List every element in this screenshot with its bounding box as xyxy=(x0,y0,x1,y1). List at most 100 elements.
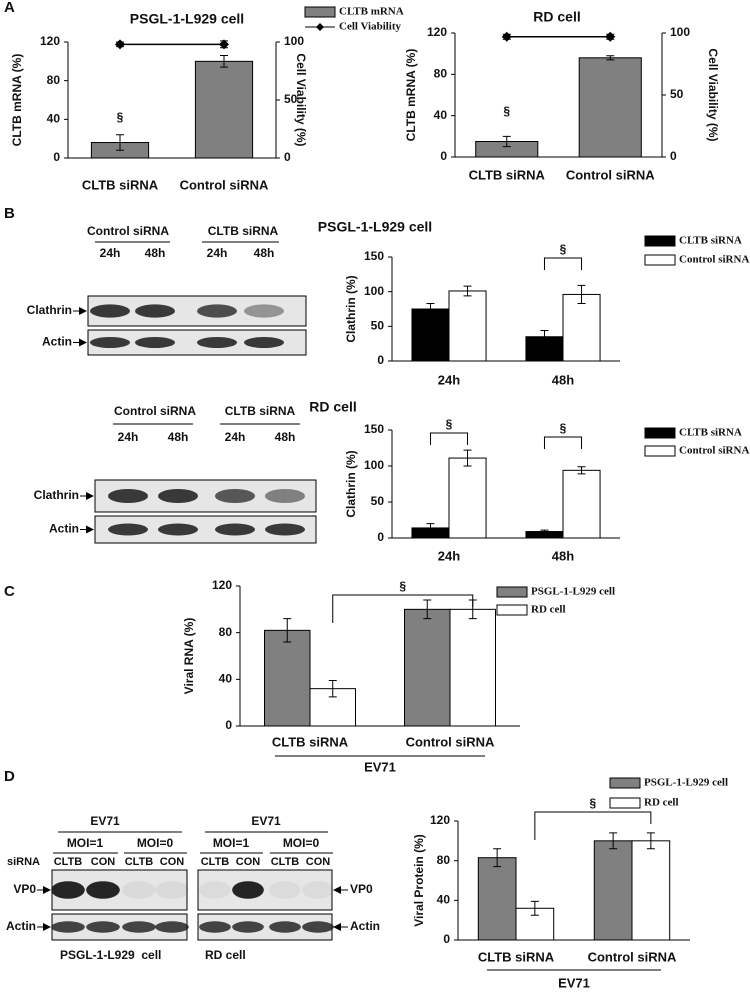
y2-tick-label: 100 xyxy=(670,25,690,39)
y-tick-label: 120 xyxy=(427,25,447,39)
blot-band xyxy=(155,881,189,899)
bar xyxy=(411,308,450,362)
y-axis-label: CLTB mRNA (%) xyxy=(404,49,418,142)
blot-band xyxy=(215,488,255,504)
y2-axis-label: Cell Viability (%) xyxy=(706,48,720,141)
significance-bracket xyxy=(429,432,469,445)
y-tick-label: 120 xyxy=(212,578,232,592)
legend-swatch xyxy=(644,427,676,439)
blot-lane-label: 24h xyxy=(100,246,121,260)
blot-band xyxy=(90,304,130,318)
y-tick-label: 80 xyxy=(434,67,448,81)
bar xyxy=(449,608,496,727)
error-bar xyxy=(463,449,472,467)
blot-row-label: Actin xyxy=(6,919,36,933)
blot-row-label: VP0 xyxy=(350,882,373,896)
blot-band xyxy=(265,523,305,536)
blot-band xyxy=(108,523,148,536)
bar xyxy=(562,293,601,362)
legend-label: CLTB mRNA xyxy=(339,6,404,18)
panel-label: A xyxy=(4,0,15,16)
legend-label: CLTB siRNA xyxy=(679,235,742,247)
blot-band xyxy=(90,337,130,348)
blot-lane-label: CON xyxy=(160,856,185,868)
error-bar xyxy=(493,848,502,868)
y-tick-label: 0 xyxy=(377,530,384,544)
x-axis-label: EV71 xyxy=(558,975,590,990)
y-tick-label: 0 xyxy=(443,932,450,946)
x-tick-label: CLTB siRNA xyxy=(82,177,159,192)
bar xyxy=(404,608,451,727)
line-marker xyxy=(605,31,616,42)
blot-row-label: Actin xyxy=(49,522,79,536)
y-axis-label: Viral RNA (%) xyxy=(182,618,196,695)
blot-band xyxy=(215,523,255,536)
bar xyxy=(631,840,671,941)
y-tick-label: 0 xyxy=(440,149,447,163)
error-bar xyxy=(328,680,337,698)
x-tick-label: 24h xyxy=(438,372,460,387)
blot-lane-label: 48h xyxy=(254,246,275,260)
y-tick-label: 80 xyxy=(437,853,451,867)
blot-band xyxy=(244,304,284,318)
blot-group-label: CLTB siRNA xyxy=(225,404,296,418)
x-tick-label: 24h xyxy=(438,548,460,563)
x-tick-label: CLTB siRNA xyxy=(272,734,349,749)
blot-row-label: Clathrin xyxy=(27,303,72,317)
chart-title: PSGL-1-L929 cell xyxy=(130,11,244,27)
error-bar xyxy=(220,55,228,68)
blot-band xyxy=(265,488,305,504)
annotation: § xyxy=(117,110,124,124)
y2-tick-label: 50 xyxy=(284,92,298,106)
blot-band xyxy=(122,921,156,933)
blot-group-label: CLTB siRNA xyxy=(208,224,279,238)
y-tick-label: 0 xyxy=(225,718,232,732)
blot-band xyxy=(232,921,264,933)
bar xyxy=(448,290,487,362)
blot-group-label: MOI=1 xyxy=(213,836,250,850)
panel-label: C xyxy=(4,583,15,600)
x-tick-label: Control siRNA xyxy=(180,177,269,192)
blot-band xyxy=(199,881,231,899)
significance-bracket xyxy=(543,257,583,270)
error-bar xyxy=(423,599,432,620)
y-tick-label: 120 xyxy=(40,34,60,48)
chart-title: RD cell xyxy=(309,399,356,415)
y2-axis-label: Cell Viability (%) xyxy=(294,53,308,146)
y-axis-label: CLTB mRNA (%) xyxy=(10,54,24,147)
blot-lane-label: CLTB xyxy=(271,856,300,868)
blot-row-label: Actin xyxy=(42,335,72,349)
line-marker xyxy=(115,39,125,50)
error-bar xyxy=(530,900,539,916)
blot-lane-label: 48h xyxy=(168,430,189,444)
y-tick-label: 150 xyxy=(364,422,384,436)
error-bar xyxy=(116,134,124,151)
blot-band xyxy=(302,881,334,899)
bar xyxy=(264,629,311,727)
legend-label: Control siRNA xyxy=(679,445,749,457)
blot-band xyxy=(197,304,237,318)
blot-band xyxy=(302,921,334,933)
legend-swatch xyxy=(304,6,336,18)
error-bar xyxy=(463,285,472,297)
x-tick-label: CLTB siRNA xyxy=(469,167,546,182)
blot-band xyxy=(232,881,264,899)
bar xyxy=(448,457,487,539)
panel-label: D xyxy=(4,768,15,785)
blot-group-label: Control siRNA xyxy=(114,404,196,418)
legend-swatch xyxy=(609,797,641,809)
blot-lane-label: 24h xyxy=(207,246,228,260)
blot-lane-label: 24h xyxy=(118,430,139,444)
bar xyxy=(477,857,517,941)
y-tick-label: 40 xyxy=(47,112,61,126)
y-tick-label: 50 xyxy=(371,494,385,508)
blot-lane-label: CON xyxy=(306,856,331,868)
blot-band xyxy=(135,337,175,348)
blot-band xyxy=(197,337,237,348)
legend-label: Control siRNA xyxy=(679,254,749,266)
blot-band xyxy=(158,523,198,536)
chart-title: RD cell xyxy=(533,9,580,25)
line-marker xyxy=(501,31,512,42)
y-axis-label: Clathrin (%) xyxy=(344,450,358,517)
